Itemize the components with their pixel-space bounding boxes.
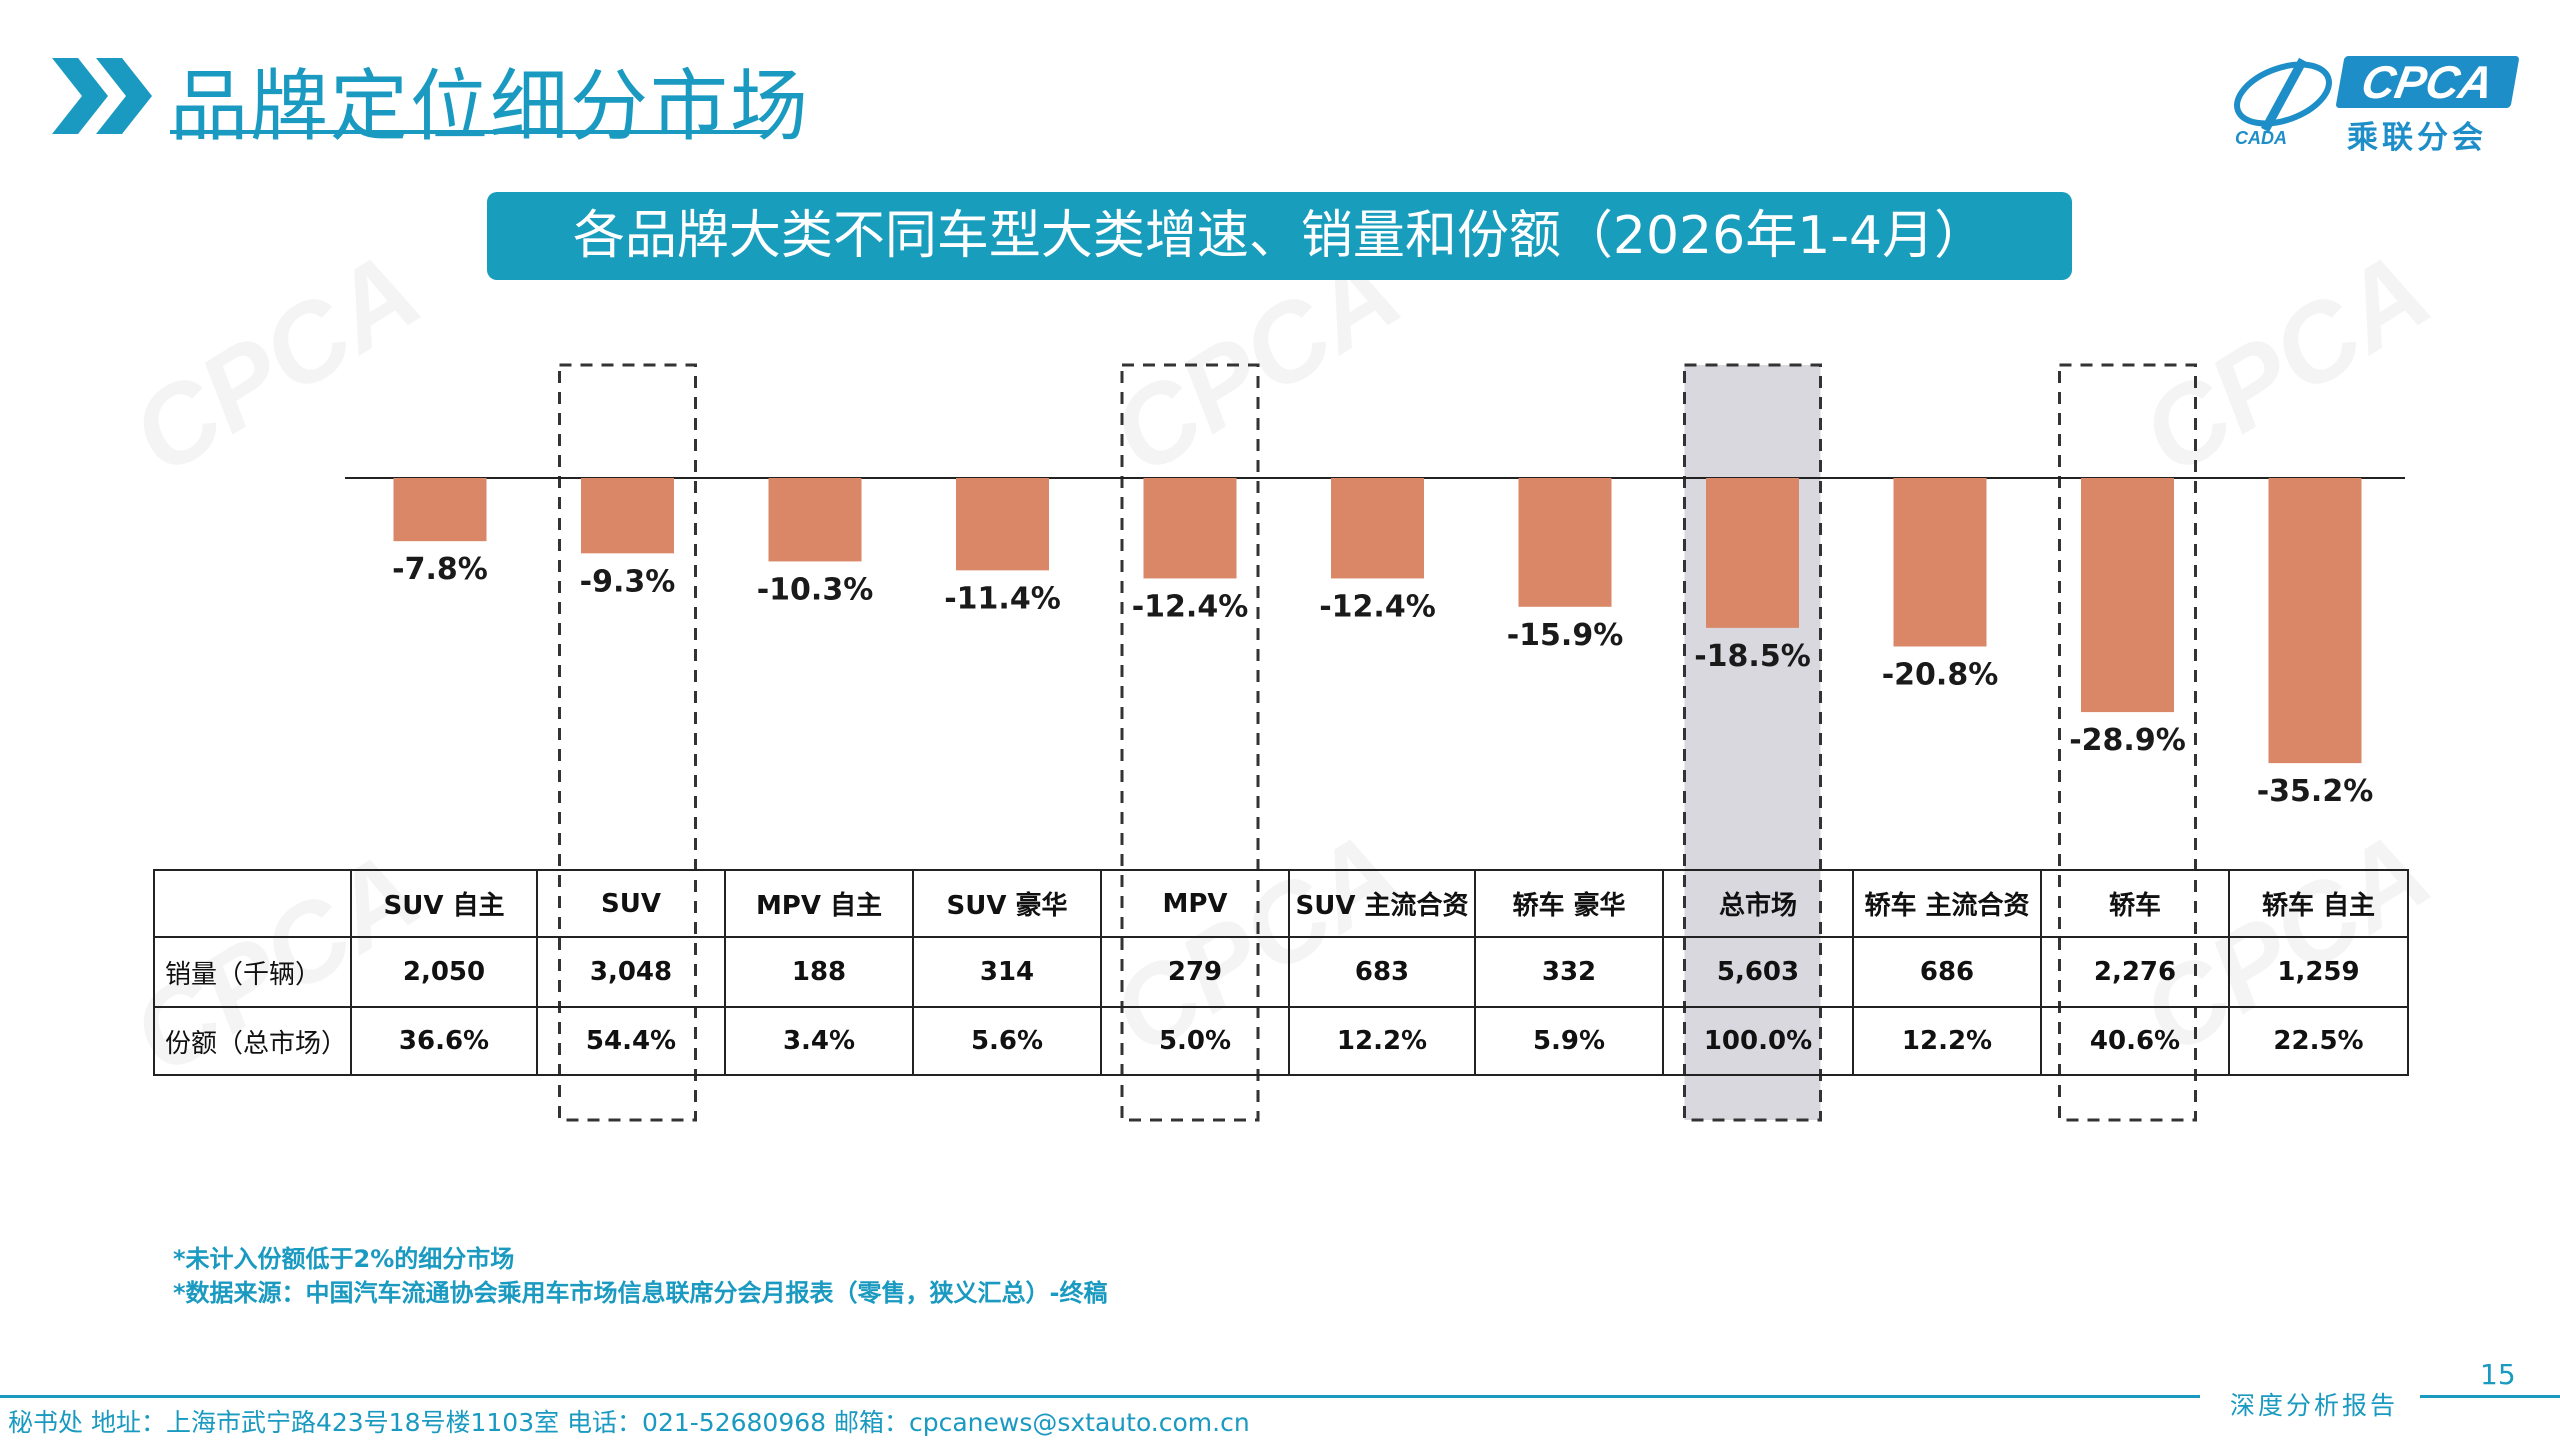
logo-cpca-text: CPCA — [2335, 56, 2520, 108]
data-label: -18.5% — [1694, 639, 1811, 674]
data-label: -35.2% — [2257, 774, 2374, 809]
table-row-label: 销量（千辆） — [153, 936, 352, 1008]
highlight-box — [1120, 363, 1260, 1122]
table-cell: 188 — [724, 936, 914, 1008]
table-cell: 40.6% — [2040, 1006, 2230, 1076]
table-cell: 12.2% — [1288, 1006, 1476, 1076]
footer-divider — [2420, 1395, 2560, 1398]
data-label: -7.8% — [392, 552, 488, 587]
report-tag: 深度分析报告 — [2222, 1386, 2407, 1422]
page-title: 品牌定位细分市场 — [170, 62, 811, 152]
bar — [2268, 478, 2362, 764]
table-row: 份额（总市场） 36.6% 54.4% 3.4% 5.6% 5.0% 12.2% 5.9% 10… — [153, 1006, 2409, 1076]
page-number: 15 — [2480, 1358, 2516, 1391]
cpca-logo: CADA CPCA 乘联分会 — [2225, 52, 2520, 156]
table-cell: 5.9% — [1474, 1006, 1664, 1076]
table-cell: 5.0% — [1100, 1006, 1290, 1076]
table-row-label: 份额（总市场） — [153, 1006, 352, 1076]
highlight-box — [558, 363, 697, 1122]
table-cell: 12.2% — [1852, 1006, 2042, 1076]
table-header-row: SUV 自主 SUV MPV 自主 SUV 豪华 MPV SUV 主流合资 轿车 豪华 总市场… — [153, 869, 2409, 938]
table-header-cell: 轿车 豪华 — [1474, 869, 1664, 938]
table-header-cell: MPV — [1100, 869, 1290, 938]
data-label: -11.4% — [944, 581, 1061, 616]
bar — [393, 478, 487, 542]
table-cell: 332 — [1474, 936, 1664, 1008]
data-label: -20.8% — [1882, 657, 1999, 692]
logo-cn-text: 乘联分会 — [2347, 120, 2487, 156]
chevron-right-icon — [52, 58, 152, 134]
bar — [581, 478, 674, 554]
data-label: -12.4% — [1132, 589, 1249, 624]
data-label: -9.3% — [580, 564, 676, 599]
table-cell: 279 — [1100, 936, 1290, 1008]
table-cell: 100.0% — [1662, 1006, 1854, 1076]
bar — [2081, 478, 2174, 713]
chart-title-banner: 各品牌大类不同车型大类增速、销量和份额（2026年1-4月） — [487, 192, 2072, 280]
table-cell: 2,276 — [2040, 936, 2230, 1008]
table-header-cell: SUV 自主 — [350, 869, 538, 938]
title-underline — [170, 130, 770, 134]
table-cell: 683 — [1288, 936, 1476, 1008]
data-label: -10.3% — [757, 572, 874, 607]
data-label: -12.4% — [1319, 589, 1436, 624]
bar — [1518, 478, 1612, 607]
table-header-cell: 总市场 — [1662, 869, 1854, 938]
table-header-cell: 轿车 自主 — [2228, 869, 2409, 938]
bar — [1893, 478, 1987, 647]
header: 品牌定位细分市场 CADA CPCA 乘联分会 — [0, 0, 2560, 160]
footer-contact: 秘书处 地址：上海市武宁路423号18号楼1103室 电话：021-526809… — [8, 1408, 1250, 1437]
bar — [1706, 478, 1799, 628]
table-cell: 686 — [1852, 936, 2042, 1008]
table-cell: 2,050 — [350, 936, 538, 1008]
bar — [1331, 478, 1424, 579]
table-cell: 5,603 — [1662, 936, 1854, 1008]
table-corner-cell — [153, 869, 352, 938]
table-header-cell: MPV 自主 — [724, 869, 914, 938]
table-cell: 22.5% — [2228, 1006, 2409, 1076]
data-label: -28.9% — [2069, 723, 2186, 758]
table-cell: 3.4% — [724, 1006, 914, 1076]
table-cell: 5.6% — [912, 1006, 1102, 1076]
table-cell: 3,048 — [536, 936, 726, 1008]
bar — [956, 478, 1049, 571]
table-row: 销量（千辆） 2,050 3,048 188 314 279 683 332 5,603 686 2… — [153, 936, 2409, 1008]
footnotes: *未计入份额低于2%的细分市场 *数据来源：中国汽车流通协会乘用车市场信息联席分… — [173, 1242, 1108, 1310]
table-cell: 54.4% — [536, 1006, 726, 1076]
table-cell: 36.6% — [350, 1006, 538, 1076]
footnote: *数据来源：中国汽车流通协会乘用车市场信息联席分会月报表（零售，狭义汇总）-终稿 — [173, 1279, 1108, 1307]
data-label: -15.9% — [1507, 618, 1624, 653]
table-cell: 314 — [912, 936, 1102, 1008]
emblem-text: CADA — [2235, 128, 2287, 147]
footer-divider — [0, 1395, 2200, 1398]
data-table: SUV 自主 SUV MPV 自主 SUV 豪华 MPV SUV 主流合资 轿车 豪华 总市场… — [153, 869, 2409, 1076]
table-cell: 1,259 — [2228, 936, 2409, 1008]
footnote: *未计入份额低于2%的细分市场 — [173, 1245, 515, 1273]
highlight-box — [2058, 363, 2197, 1122]
table-header-cell: 轿车 主流合资 — [1852, 869, 2042, 938]
table-header-cell: 轿车 — [2040, 869, 2230, 938]
bar — [1143, 478, 1237, 579]
table-header-cell: SUV 豪华 — [912, 869, 1102, 938]
bar — [768, 478, 862, 562]
cada-emblem-icon: CADA — [2234, 57, 2332, 147]
table-header-cell: SUV — [536, 869, 726, 938]
table-header-cell: SUV 主流合资 — [1288, 869, 1476, 938]
